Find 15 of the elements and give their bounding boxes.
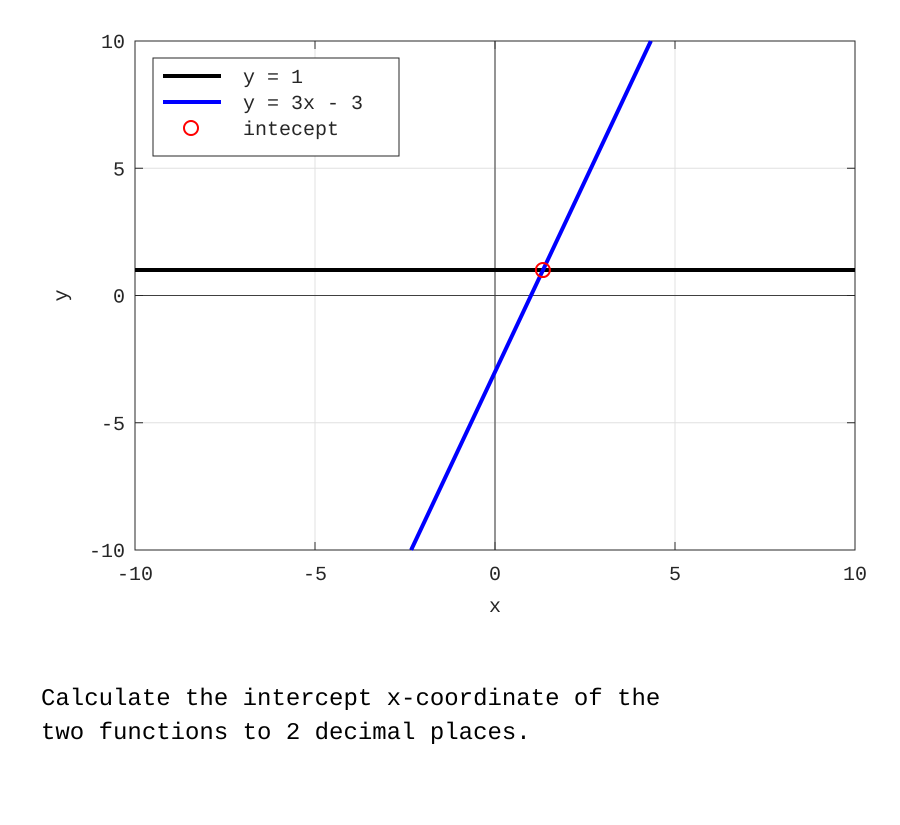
y-tick-label: -10 [88,541,125,564]
y-tick-label: 5 [112,159,125,182]
y-tick-label: 0 [112,286,125,310]
y-tick-label: -5 [100,414,125,437]
legend-label: y = 3x - 3 [243,93,364,116]
x-tick-label: -5 [302,564,328,587]
text: Calculate the intercept x-coordinate of the two functions to 2 decimal places. [41,686,660,747]
x-axis-title: x [488,596,502,619]
legend-label: y = 1 [243,67,304,90]
legend-label: intecept [243,119,340,142]
y-axis-title: y [51,289,74,302]
y-tick-label: 10 [100,32,125,55]
x-tick-label: 0 [488,564,502,587]
x-tick-label: 10 [842,564,868,587]
x-tick-label: 5 [668,564,682,587]
